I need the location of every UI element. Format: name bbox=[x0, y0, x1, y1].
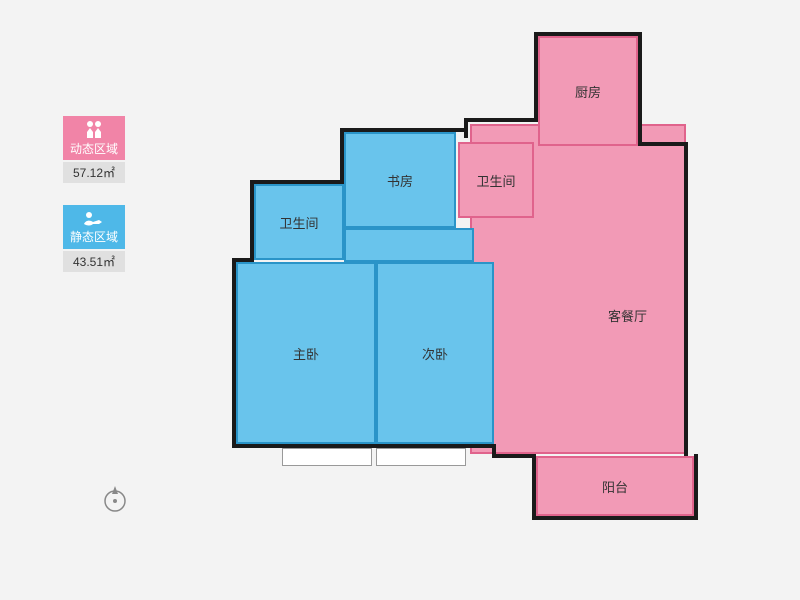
room-label-study: 书房 bbox=[387, 171, 413, 190]
room-label-kitchen: 厨房 bbox=[575, 82, 601, 101]
legend-static-value: 43.51㎡ bbox=[63, 251, 125, 272]
room-study: 书房 bbox=[344, 132, 456, 228]
legend-static: 静态区域 43.51㎡ bbox=[58, 205, 130, 272]
room-label-bath2: 卫生间 bbox=[476, 171, 515, 190]
outline-seg-10 bbox=[232, 258, 236, 446]
room-label-living: 客餐厅 bbox=[608, 306, 647, 325]
legend-panel: 动态区域 57.12㎡ 静态区域 43.51㎡ bbox=[58, 116, 130, 294]
room-kitchen: 厨房 bbox=[538, 36, 638, 146]
outline-seg-14 bbox=[532, 454, 536, 518]
room-bath1: 卫生间 bbox=[254, 184, 344, 260]
balcony-rail-0 bbox=[282, 448, 372, 466]
room-master: 主卧 bbox=[236, 262, 376, 444]
outline-seg-18 bbox=[638, 142, 688, 146]
legend-dynamic-label: 动态区域 bbox=[70, 140, 118, 157]
static-zone-icon: 静态区域 bbox=[63, 205, 125, 249]
outline-seg-5 bbox=[340, 128, 468, 132]
outline-seg-17 bbox=[684, 142, 688, 456]
outline-seg-7 bbox=[250, 180, 344, 184]
room-label-second: 次卧 bbox=[422, 344, 448, 363]
outline-seg-16 bbox=[694, 454, 698, 518]
room-bath2: 卫生间 bbox=[458, 142, 534, 218]
outline-seg-1 bbox=[638, 32, 642, 146]
outline-seg-13 bbox=[492, 454, 536, 458]
outline-seg-3 bbox=[464, 118, 538, 122]
outline-seg-2 bbox=[534, 32, 538, 122]
room-balcony: 阳台 bbox=[536, 456, 694, 516]
outline-seg-15 bbox=[532, 516, 698, 520]
room-label-balcony: 阳台 bbox=[602, 477, 628, 496]
legend-dynamic-value: 57.12㎡ bbox=[63, 162, 125, 183]
dynamic-zone-icon: 动态区域 bbox=[63, 116, 125, 160]
room-second: 次卧 bbox=[376, 262, 494, 444]
balcony-rail-1 bbox=[376, 448, 466, 466]
outline-seg-6 bbox=[340, 128, 344, 182]
room-label-bath1: 卫生间 bbox=[279, 213, 318, 232]
outline-seg-0 bbox=[534, 32, 642, 36]
outline-seg-8 bbox=[250, 180, 254, 260]
legend-dynamic: 动态区域 57.12㎡ bbox=[58, 116, 130, 183]
compass-icon bbox=[100, 484, 130, 514]
room-label-master: 主卧 bbox=[293, 344, 319, 363]
legend-static-label: 静态区域 bbox=[70, 228, 118, 245]
room-corridor bbox=[344, 228, 474, 262]
floorplan: 客餐厅厨房卫生间阳台书房卫生间主卧次卧 bbox=[236, 24, 716, 544]
